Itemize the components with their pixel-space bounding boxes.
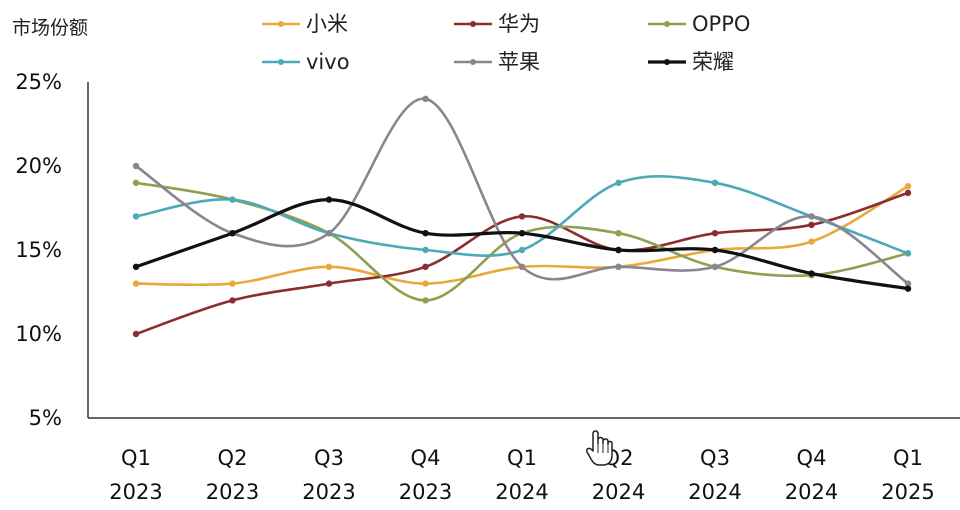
data-point	[132, 213, 140, 220]
y-tick-label: 25%	[15, 70, 62, 94]
legend-item: 华为	[454, 12, 540, 36]
data-point	[422, 280, 429, 287]
data-point	[229, 230, 236, 237]
data-point	[325, 280, 333, 287]
x-tick-quarter: Q4	[411, 446, 441, 470]
data-point	[518, 230, 526, 237]
x-tick-year: 2023	[109, 480, 162, 504]
hand-cursor-icon	[585, 430, 613, 466]
data-point	[325, 230, 333, 237]
data-point	[132, 179, 140, 186]
y-axis-title: 市场份额	[12, 17, 88, 39]
x-tick-year: 2024	[688, 480, 741, 504]
legend-item: 苹果	[454, 50, 540, 74]
data-point	[711, 246, 719, 254]
data-point	[615, 179, 622, 186]
data-point	[422, 263, 429, 270]
data-point	[132, 162, 140, 170]
data-point	[132, 280, 140, 287]
y-tick-label: 10%	[15, 322, 62, 346]
legend-item: OPPO	[648, 12, 750, 36]
legend-item: 小米	[262, 12, 348, 36]
x-tick-year: 2024	[495, 480, 548, 504]
data-point	[422, 230, 429, 237]
data-point	[518, 213, 526, 220]
data-point	[422, 297, 429, 304]
legend-marker	[470, 59, 476, 65]
data-point	[711, 263, 719, 270]
data-point	[904, 250, 912, 257]
y-tick-label: 15%	[15, 238, 62, 262]
data-point	[518, 246, 526, 254]
legend-label: 苹果	[498, 50, 540, 74]
y-tick-label: 5%	[29, 406, 62, 430]
series-line	[134, 181, 910, 302]
data-point	[615, 263, 622, 270]
x-tick-quarter: Q1	[507, 446, 537, 470]
data-point	[132, 330, 140, 338]
data-point	[808, 213, 815, 220]
series-2	[132, 179, 912, 304]
legend-item: vivo	[262, 50, 350, 74]
data-point	[808, 238, 815, 245]
x-tick-year: 2023	[302, 480, 355, 504]
x-tick-labels: Q12023Q22023Q32023Q42023Q12024Q22024Q320…	[109, 446, 934, 504]
data-point	[808, 221, 815, 228]
x-tick-quarter: Q3	[314, 446, 344, 470]
data-point	[229, 280, 236, 287]
x-tick-quarter: Q1	[893, 446, 923, 470]
y-tick-label: 20%	[15, 154, 62, 178]
axes	[87, 82, 960, 419]
series-4	[132, 95, 912, 287]
x-tick-year: 2023	[399, 480, 452, 504]
data-point	[615, 230, 622, 237]
legend-marker	[470, 21, 476, 27]
series-lines	[132, 95, 912, 338]
data-point	[711, 179, 719, 186]
y-tick-labels: 25% 20% 15% 10% 5%	[15, 70, 62, 430]
series-line	[134, 175, 910, 257]
legend-marker	[664, 21, 670, 27]
data-point	[325, 196, 333, 203]
x-tick-quarter: Q3	[700, 446, 730, 470]
data-point	[904, 285, 912, 292]
x-tick-year: 2024	[592, 480, 645, 504]
data-point	[229, 297, 236, 304]
x-tick-quarter: Q2	[218, 446, 248, 470]
legend-marker	[278, 59, 284, 65]
legend-label: 华为	[498, 12, 540, 36]
data-point	[229, 196, 236, 203]
data-point	[518, 263, 526, 270]
data-point	[808, 270, 815, 277]
data-point	[615, 246, 622, 254]
data-point	[132, 263, 140, 270]
legend-marker	[664, 59, 670, 65]
legend-label: 荣耀	[692, 50, 734, 74]
series-5	[132, 196, 912, 292]
legend-label: 小米	[306, 12, 348, 36]
legend-marker	[278, 21, 284, 27]
data-point	[422, 246, 429, 254]
legend-label: OPPO	[692, 12, 750, 36]
data-point	[904, 189, 912, 197]
x-tick-year: 2023	[206, 480, 259, 504]
x-tick-quarter: Q1	[121, 446, 151, 470]
legend: 小米 华为 OPPO vivo 苹果 荣耀	[262, 12, 750, 74]
legend-label: vivo	[306, 50, 350, 74]
data-point	[904, 182, 912, 190]
series-1	[132, 189, 912, 338]
legend-item: 荣耀	[648, 50, 734, 74]
series-line	[134, 97, 910, 285]
data-point	[711, 230, 719, 237]
x-tick-year: 2025	[881, 480, 934, 504]
x-tick-quarter: Q4	[797, 446, 827, 470]
data-point	[904, 280, 912, 287]
data-point	[325, 263, 333, 270]
series-line	[134, 197, 910, 291]
x-tick-year: 2024	[785, 480, 838, 504]
data-point	[422, 95, 429, 103]
